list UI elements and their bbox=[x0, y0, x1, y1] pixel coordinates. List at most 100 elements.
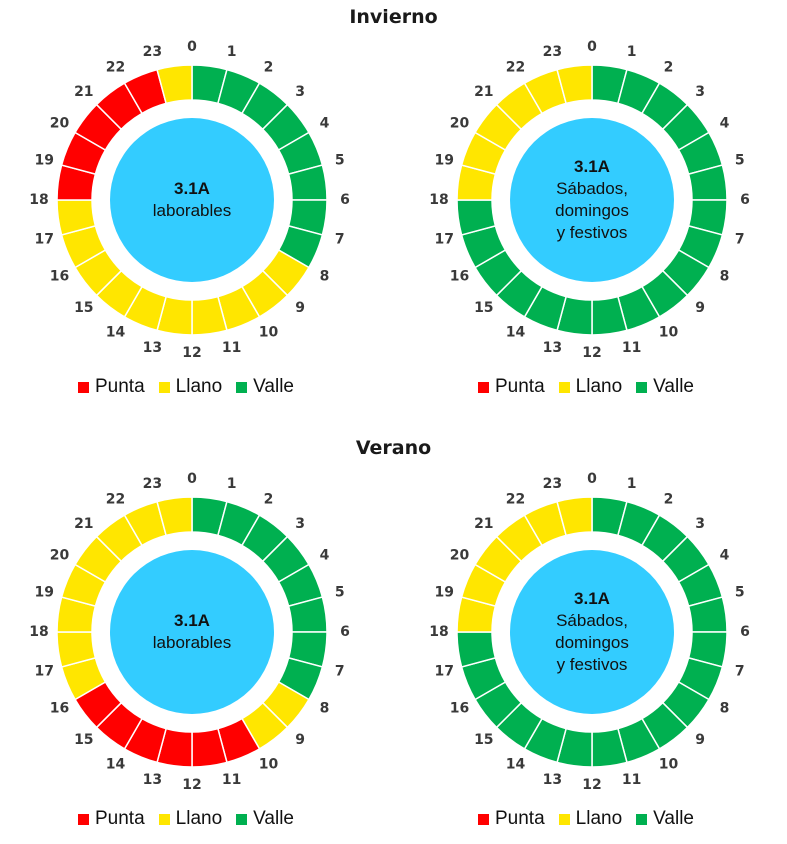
hour-label-7: 7 bbox=[735, 232, 745, 248]
hour-label-5: 5 bbox=[335, 152, 345, 168]
donut-chart-winter-weekdays: 0 1 2 3 4 5 6 7 8 9 10 11 12 13 14 15 16 17 18 19 20 21 22 23 3… bbox=[27, 30, 357, 370]
hour-label-13: 13 bbox=[143, 772, 162, 788]
hour-segment-23 bbox=[156, 64, 193, 105]
hour-label-0: 0 bbox=[587, 39, 597, 55]
hour-label-23: 23 bbox=[543, 476, 562, 492]
hour-label-2: 2 bbox=[264, 59, 274, 75]
center-circle bbox=[110, 118, 274, 282]
legend: Punta Llano Valle bbox=[478, 376, 694, 398]
legend-swatch bbox=[78, 813, 89, 825]
hour-label-22: 22 bbox=[506, 59, 525, 75]
hour-label-2: 2 bbox=[664, 491, 674, 507]
hour-label-18: 18 bbox=[29, 624, 48, 640]
legend-item-valle: Valle bbox=[236, 808, 294, 830]
hour-label-23: 23 bbox=[143, 476, 162, 492]
legend-swatch bbox=[478, 381, 489, 393]
hour-label-1: 1 bbox=[627, 44, 637, 60]
hour-label-7: 7 bbox=[735, 664, 745, 680]
legend-item-valle: Valle bbox=[636, 808, 694, 830]
hour-label-15: 15 bbox=[74, 300, 93, 316]
hour-label-22: 22 bbox=[106, 491, 125, 507]
hour-label-0: 0 bbox=[187, 39, 197, 55]
hour-label-15: 15 bbox=[74, 732, 93, 748]
legend-label: Punta bbox=[495, 376, 545, 397]
hour-label-10: 10 bbox=[259, 757, 279, 773]
hour-label-5: 5 bbox=[735, 152, 745, 168]
center-text: laborables bbox=[152, 201, 232, 220]
hour-label-8: 8 bbox=[320, 701, 330, 717]
center-circle bbox=[510, 550, 674, 714]
hour-label-6: 6 bbox=[340, 192, 350, 208]
center-circle bbox=[110, 550, 274, 714]
legend-label: Valle bbox=[253, 808, 294, 829]
hour-label-1: 1 bbox=[627, 476, 637, 492]
center-code: 3.1A bbox=[174, 611, 210, 630]
hour-label-12: 12 bbox=[582, 777, 601, 793]
legend-item-llano: Llano bbox=[558, 376, 623, 398]
legend: Punta Llano Valle bbox=[478, 808, 694, 830]
hour-label-18: 18 bbox=[29, 192, 48, 208]
hour-label-11: 11 bbox=[222, 772, 241, 788]
hour-label-7: 7 bbox=[335, 232, 345, 248]
hour-label-9: 9 bbox=[695, 300, 705, 316]
legend-item-llano: Llano bbox=[158, 376, 222, 398]
donut-chart-summer-weekends: 0 1 2 3 4 5 6 7 8 9 10 11 12 13 14 15 16 17 18 19 20 21 22 23 3… bbox=[427, 462, 757, 802]
center-code: 3.1A bbox=[574, 157, 610, 176]
hour-label-0: 0 bbox=[187, 471, 197, 487]
hour-label-15: 15 bbox=[474, 732, 493, 748]
hour-label-19: 19 bbox=[34, 584, 53, 600]
hour-label-17: 17 bbox=[34, 232, 53, 248]
hour-label-20: 20 bbox=[450, 116, 470, 132]
hour-label-20: 20 bbox=[50, 548, 70, 564]
hour-label-4: 4 bbox=[720, 548, 730, 564]
hour-label-4: 4 bbox=[320, 548, 330, 564]
hour-label-14: 14 bbox=[506, 325, 526, 341]
hour-segment-23 bbox=[556, 64, 593, 105]
hour-label-10: 10 bbox=[259, 325, 279, 341]
hour-label-16: 16 bbox=[50, 701, 69, 717]
legend-item-punta: Punta bbox=[78, 808, 145, 830]
hour-label-12: 12 bbox=[182, 777, 201, 793]
center-code: 3.1A bbox=[574, 589, 610, 608]
hour-label-4: 4 bbox=[320, 116, 330, 132]
hour-label-18: 18 bbox=[429, 192, 448, 208]
hour-label-19: 19 bbox=[434, 584, 453, 600]
hour-label-14: 14 bbox=[506, 757, 526, 773]
center-text: Sábados, domingos y festivos bbox=[555, 611, 629, 674]
legend-label: Valle bbox=[653, 808, 694, 829]
hour-label-17: 17 bbox=[34, 664, 53, 680]
hour-label-13: 13 bbox=[543, 340, 562, 356]
hour-label-8: 8 bbox=[720, 269, 730, 285]
hour-label-19: 19 bbox=[434, 152, 453, 168]
hour-segment-23 bbox=[556, 496, 593, 537]
hour-label-9: 9 bbox=[295, 300, 305, 316]
hour-label-20: 20 bbox=[450, 548, 470, 564]
hour-label-11: 11 bbox=[222, 340, 241, 356]
hour-label-21: 21 bbox=[74, 84, 93, 100]
hour-label-18: 18 bbox=[429, 624, 448, 640]
legend-swatch bbox=[478, 813, 489, 825]
hour-label-1: 1 bbox=[227, 476, 237, 492]
hour-label-9: 9 bbox=[295, 732, 305, 748]
center-label: 3.1A laborables bbox=[127, 150, 257, 250]
hour-label-2: 2 bbox=[664, 59, 674, 75]
legend-label: Valle bbox=[653, 376, 694, 397]
hour-label-6: 6 bbox=[740, 192, 750, 208]
hour-label-1: 1 bbox=[227, 44, 237, 60]
hour-label-14: 14 bbox=[106, 325, 126, 341]
hour-label-15: 15 bbox=[474, 300, 493, 316]
hour-label-2: 2 bbox=[264, 491, 274, 507]
legend: Punta Llano Valle bbox=[78, 376, 294, 398]
hour-label-21: 21 bbox=[474, 84, 493, 100]
hour-label-23: 23 bbox=[543, 44, 562, 60]
hour-label-3: 3 bbox=[295, 516, 305, 532]
hour-label-11: 11 bbox=[622, 772, 641, 788]
legend: Punta Llano Valle bbox=[78, 808, 294, 830]
center-circle bbox=[510, 118, 674, 282]
hour-segment-23 bbox=[156, 496, 193, 537]
hour-label-14: 14 bbox=[106, 757, 126, 773]
hour-label-22: 22 bbox=[106, 59, 125, 75]
donut-chart-winter-weekends: 0 1 2 3 4 5 6 7 8 9 10 11 12 13 14 15 16 17 18 19 20 21 22 23 3… bbox=[427, 30, 757, 370]
legend-label: Llano bbox=[575, 376, 623, 397]
hour-label-9: 9 bbox=[695, 732, 705, 748]
